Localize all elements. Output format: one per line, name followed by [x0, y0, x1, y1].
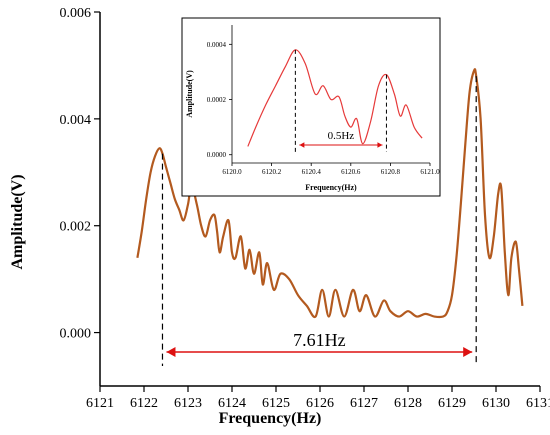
main-x-tick-label: 6123: [174, 396, 202, 411]
main-x-ticks: 6121 6122 6123 6124 6125 6126 6127 6128 6129 6130…: [86, 386, 550, 411]
main-x-label: Frequency(Hz): [219, 410, 322, 427]
main-span-label: 7.61Hz: [293, 330, 346, 350]
main-y-label: Amplitude(V): [9, 174, 26, 269]
main-y-tick-label: 0.000: [60, 326, 92, 341]
inset-x-tick-label: 6121.0: [420, 168, 440, 176]
main-arrow-head-left: [166, 347, 176, 357]
inset-x-tick-label: 6120.4: [302, 168, 322, 176]
inset-y-tick-label: 0.0002: [207, 96, 227, 104]
inset-x-tick-label: 6120.6: [341, 168, 361, 176]
main-x-tick-label: 6124: [218, 396, 246, 411]
inset-x-tick-label: 6120.0: [222, 168, 242, 176]
inset-arrow-head-right: [377, 142, 383, 148]
inset-series-line: [247, 49, 423, 147]
main-annotation: 7.61Hz: [161, 76, 477, 366]
inset-y-tick-label: 0.0000: [207, 151, 227, 159]
main-x-tick-label: 6121: [86, 396, 114, 411]
inset-x-tick-label: 6120.2: [262, 168, 282, 176]
main-x-tick-label: 6131: [526, 396, 550, 411]
inset-y-label: Amplitude(V): [185, 70, 194, 118]
main-arrow-head-right: [463, 347, 473, 357]
main-y-tick-label: 0.006: [60, 6, 92, 21]
main-y-tick-label: 0.002: [60, 220, 92, 235]
inset-span-label: 0.5Hz: [328, 130, 355, 142]
main-x-tick-label: 6130: [482, 396, 510, 411]
main-x-tick-label: 6127: [350, 396, 378, 411]
inset-x-tick-label: 6120.8: [381, 168, 401, 176]
inset-annotation: 0.5Hz: [294, 49, 387, 152]
main-y-ticks: 0.000 0.002 0.004 0.006: [60, 6, 100, 341]
main-x-tick-label: 6128: [394, 396, 422, 411]
main-y-tick-label: 0.004: [60, 113, 92, 128]
inset-y-ticks: 0.0000 0.0002 0.0004: [207, 41, 232, 159]
main-x-tick-label: 6125: [262, 396, 290, 411]
inset-y-tick-label: 0.0004: [207, 41, 227, 49]
inset-x-label: Frequency(Hz): [305, 183, 357, 192]
main-x-tick-label: 6129: [438, 396, 466, 411]
main-x-tick-label: 6126: [306, 396, 334, 411]
inset-arrow-head-left: [299, 142, 305, 148]
inset-x-ticks: 6120.0 6120.2 6120.4 6120.6 6120.8 6121.0: [222, 163, 440, 176]
main-x-tick-label: 6122: [130, 396, 158, 411]
